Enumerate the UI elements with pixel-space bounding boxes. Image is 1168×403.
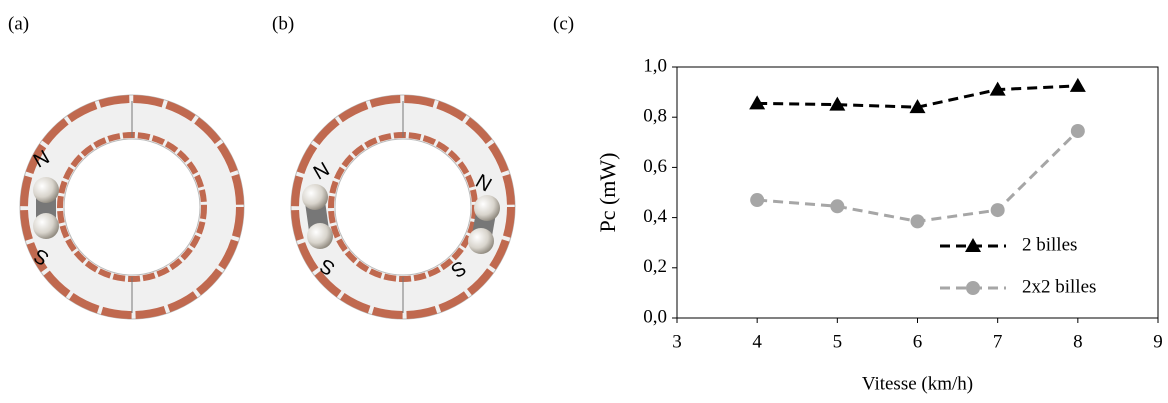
x-tick-label: 4 bbox=[752, 331, 762, 352]
y-tick-label: 0,6 bbox=[643, 156, 667, 177]
y-tick-label: 0,8 bbox=[643, 106, 667, 127]
marker bbox=[910, 214, 925, 229]
panel-label: (b) bbox=[272, 13, 294, 34]
ring-diagram-b bbox=[290, 94, 516, 320]
marker bbox=[1070, 124, 1085, 139]
x-tick-label: 7 bbox=[993, 331, 1003, 352]
legend-label: 2 billes bbox=[1022, 234, 1077, 255]
legend-label: 2x2 billes bbox=[1022, 276, 1096, 297]
marker bbox=[990, 203, 1005, 218]
x-tick-label: 3 bbox=[672, 331, 682, 352]
y-tick-label: 0,2 bbox=[643, 256, 667, 277]
panel-label: (c) bbox=[553, 13, 574, 34]
x-tick-label: 9 bbox=[1153, 331, 1163, 352]
legend-marker bbox=[966, 281, 980, 295]
marker bbox=[1069, 77, 1086, 92]
y-axis-label: Pc (mW) bbox=[595, 152, 620, 232]
marker bbox=[749, 95, 766, 110]
marker bbox=[909, 99, 926, 114]
y-tick-label: 0,4 bbox=[643, 206, 667, 227]
x-tick-label: 6 bbox=[913, 331, 923, 352]
ring-diagram-a bbox=[19, 94, 245, 320]
x-axis-label: Vitesse (km/h) bbox=[862, 373, 973, 394]
x-tick-label: 5 bbox=[833, 331, 843, 352]
marker bbox=[829, 96, 846, 111]
marker bbox=[989, 81, 1006, 96]
y-tick-label: 1,0 bbox=[643, 55, 667, 76]
series-line bbox=[757, 129, 1079, 223]
x-tick-label: 8 bbox=[1073, 331, 1083, 352]
line-chart: 0,0 0,2 0,4 0,6 0,8 1,0 3 4 5 6 7 8 9 Vitesse (km/h) P… bbox=[595, 55, 1163, 394]
y-tick-label: 0,0 bbox=[643, 306, 667, 327]
legend-marker bbox=[965, 238, 981, 252]
marker bbox=[830, 199, 845, 214]
panel-label: (a) bbox=[8, 13, 29, 34]
marker bbox=[750, 193, 765, 208]
